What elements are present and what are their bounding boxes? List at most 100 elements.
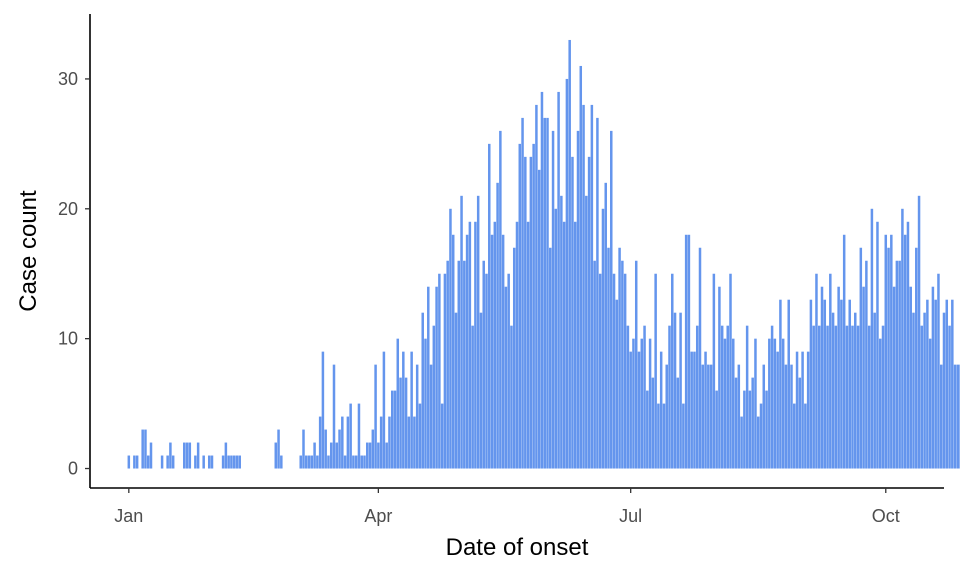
bar	[654, 273, 657, 469]
bar	[790, 364, 793, 469]
bar	[488, 143, 491, 469]
bar	[518, 143, 522, 469]
bar	[368, 442, 372, 469]
bar	[532, 143, 535, 469]
bar	[723, 338, 727, 469]
bar	[643, 325, 646, 469]
bar	[385, 442, 388, 469]
bar	[438, 273, 441, 469]
bar	[357, 403, 361, 469]
bar	[332, 364, 336, 469]
bar	[756, 416, 760, 469]
bar	[809, 299, 813, 469]
bar	[878, 338, 882, 469]
bar	[854, 312, 857, 469]
bar	[299, 455, 302, 469]
bar	[565, 78, 569, 469]
bar	[851, 325, 854, 469]
bar	[127, 455, 131, 469]
bar	[887, 247, 890, 469]
bar	[671, 273, 674, 469]
bar	[324, 429, 327, 469]
bar	[637, 351, 641, 469]
bar	[729, 273, 732, 469]
bar	[726, 325, 729, 469]
bar	[429, 364, 433, 469]
bar	[909, 286, 912, 469]
bar	[321, 351, 325, 469]
bar	[388, 416, 391, 469]
bar	[504, 286, 508, 469]
bar	[449, 208, 452, 469]
bar	[515, 221, 519, 469]
bar	[928, 338, 932, 469]
bar	[457, 260, 461, 469]
bar	[560, 195, 563, 469]
bar	[848, 299, 851, 469]
bar	[690, 351, 693, 469]
bar	[360, 455, 363, 469]
bar	[593, 260, 596, 469]
bar	[884, 234, 888, 469]
bar	[646, 390, 649, 469]
bar	[743, 390, 746, 469]
bar	[781, 338, 785, 469]
bar	[867, 325, 871, 469]
bar	[349, 403, 352, 469]
bar	[526, 221, 530, 469]
bar	[939, 364, 943, 469]
y-tick-label: 0	[68, 459, 78, 479]
bar	[496, 182, 499, 469]
bar	[618, 247, 621, 469]
bar	[901, 208, 904, 469]
x-axis-ticks: Jan Apr Jul Oct	[114, 488, 900, 526]
bar	[235, 455, 239, 469]
bar	[166, 455, 169, 469]
bar	[149, 442, 153, 469]
bar	[230, 455, 233, 469]
bar	[493, 221, 497, 469]
bar	[890, 234, 893, 469]
bar	[135, 455, 139, 469]
bar	[382, 351, 386, 469]
bar	[393, 390, 397, 469]
bar	[582, 104, 585, 469]
bar	[623, 273, 627, 469]
bar	[621, 260, 624, 469]
bar	[779, 299, 782, 469]
bar	[446, 260, 449, 469]
bar	[579, 65, 583, 469]
bar	[562, 221, 566, 469]
bar	[915, 247, 918, 469]
bar	[698, 247, 702, 469]
bar	[953, 364, 957, 469]
bar	[343, 455, 347, 469]
bar	[354, 455, 358, 469]
bar	[759, 403, 763, 469]
bar	[768, 338, 771, 469]
bar	[379, 416, 383, 469]
bar	[568, 39, 571, 469]
bar	[524, 156, 527, 469]
bar	[634, 260, 638, 469]
bar	[410, 351, 413, 469]
bar	[718, 286, 721, 469]
bar	[573, 221, 577, 469]
bar	[202, 455, 205, 469]
bar	[659, 351, 663, 469]
bar	[471, 325, 474, 469]
bar	[598, 273, 602, 469]
bar	[557, 91, 560, 469]
bar	[831, 312, 835, 469]
bar	[715, 390, 718, 469]
bar	[903, 234, 907, 469]
bar	[948, 325, 951, 469]
bar	[704, 351, 707, 469]
bar	[371, 429, 375, 469]
bar	[424, 338, 427, 469]
bar	[529, 156, 533, 469]
bar	[829, 273, 832, 469]
bar	[881, 325, 885, 469]
bar	[543, 117, 546, 469]
